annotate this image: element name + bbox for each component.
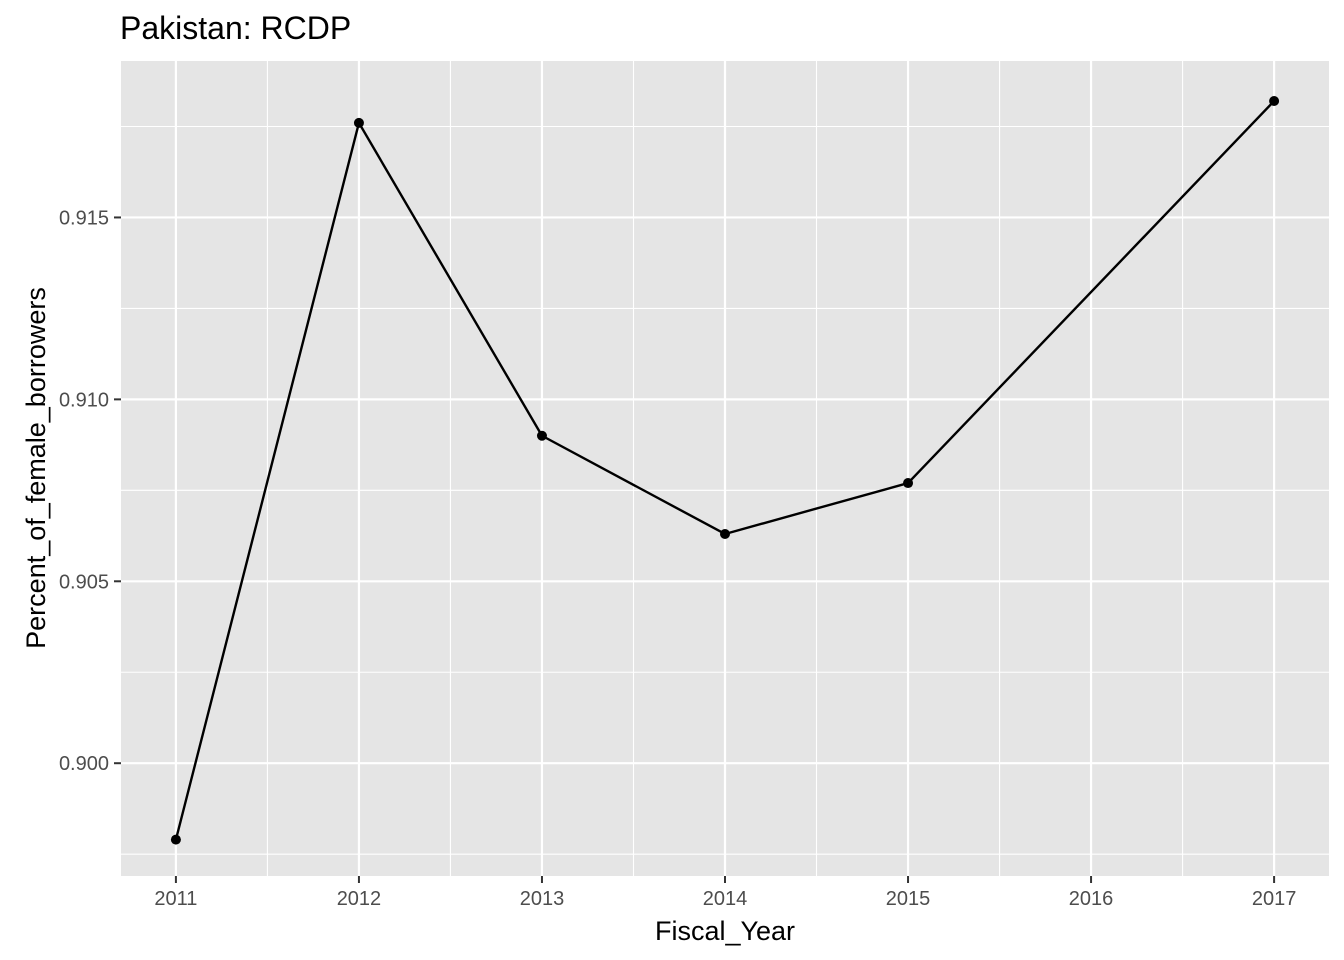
major-gridlines	[121, 61, 1329, 876]
y-axis-title: Percent_of_female_borrowers	[21, 287, 51, 649]
data-point	[903, 478, 914, 489]
x-tick-label: 2016	[1069, 888, 1114, 910]
x-tick-label: 2012	[337, 888, 382, 910]
data-point	[170, 834, 181, 845]
series-line	[174, 100, 1275, 840]
y-tick-label: 0.905	[59, 571, 109, 593]
y-axis-ticks: 0.900 0.905 0.910 0.915	[59, 207, 121, 775]
data-point	[720, 528, 730, 539]
x-tick-label: 2015	[886, 888, 931, 910]
x-tick-label: 2011	[154, 888, 197, 910]
y-tick-label: 0.915	[59, 207, 109, 229]
data-point	[536, 430, 547, 441]
x-tick-label: 2017	[1252, 888, 1297, 910]
y-tick-label: 0.900	[59, 753, 109, 775]
data-series	[170, 96, 1280, 845]
x-axis-ticks: 2011 2012 2013 2014 2015 2016 2017	[154, 876, 1296, 910]
x-axis-title: Fiscal_Year	[655, 916, 795, 946]
chart-title: Pakistan: RCDP	[120, 10, 351, 46]
x-tick-label: 2014	[703, 888, 748, 910]
y-tick-label: 0.910	[59, 389, 109, 411]
data-point	[1269, 96, 1280, 107]
data-point	[353, 117, 364, 128]
x-tick-label: 2013	[520, 888, 565, 910]
